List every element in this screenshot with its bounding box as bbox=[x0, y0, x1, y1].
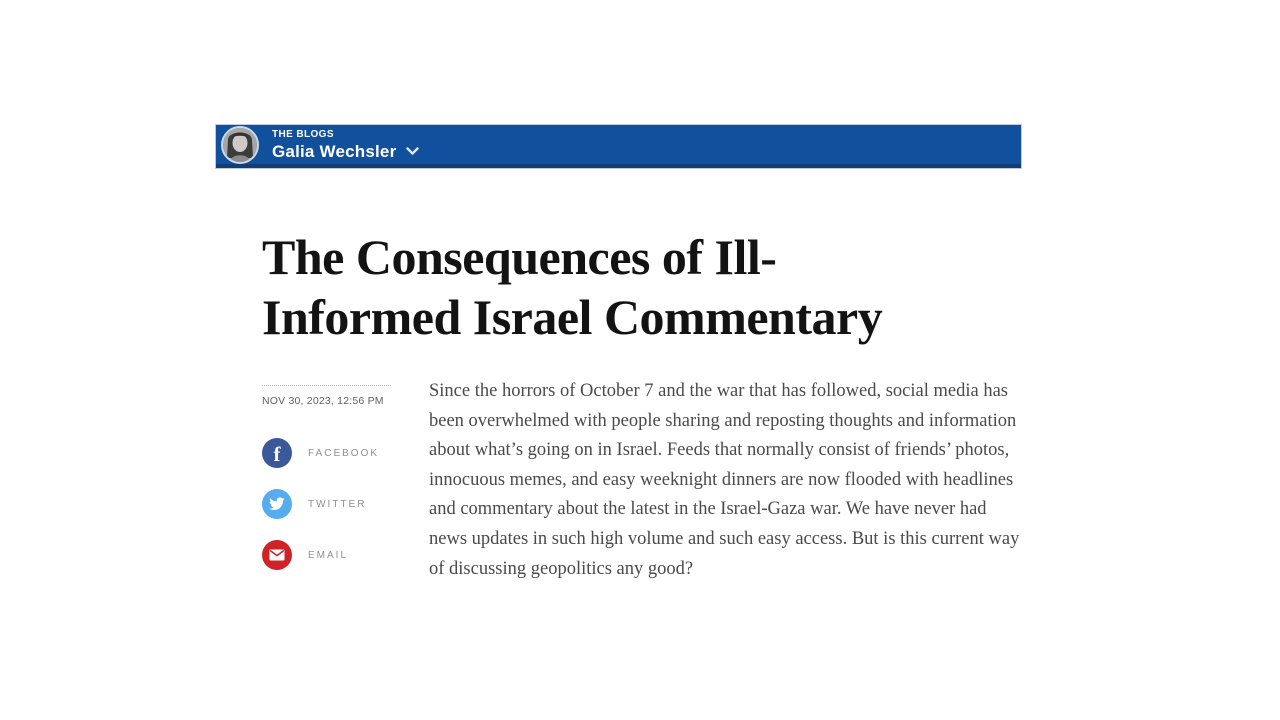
share-twitter-label: TWITTER bbox=[308, 498, 367, 510]
avatar-photo bbox=[223, 127, 257, 162]
dotted-divider bbox=[262, 385, 391, 386]
author-header-bar: THE BLOGS Galia Wechsler bbox=[216, 125, 1021, 168]
article-page: THE BLOGS Galia Wechsler The Consequence… bbox=[216, 125, 1021, 591]
share-facebook-label: FACEBOOK bbox=[308, 447, 380, 459]
facebook-icon: f bbox=[262, 438, 292, 468]
email-icon bbox=[262, 540, 292, 570]
share-buttons: f FACEBOOK TWITTER bbox=[262, 438, 391, 570]
author-header-text: THE BLOGS Galia Wechsler bbox=[272, 128, 420, 161]
twitter-icon bbox=[262, 489, 292, 519]
publish-timestamp: NOV 30, 2023, 12:56 PM bbox=[262, 395, 384, 407]
share-facebook-button[interactable]: f FACEBOOK bbox=[262, 438, 391, 468]
blogs-kicker: THE BLOGS bbox=[272, 128, 334, 140]
chevron-down-icon bbox=[406, 146, 420, 156]
article-title: The Consequences of Ill-Informed Israel … bbox=[262, 229, 883, 345]
share-twitter-button[interactable]: TWITTER bbox=[262, 489, 391, 519]
share-email-label: EMAIL bbox=[308, 549, 349, 561]
share-rail: NOV 30, 2023, 12:56 PM f FACEBOOK TWITTE… bbox=[262, 385, 391, 591]
share-email-button[interactable]: EMAIL bbox=[262, 540, 391, 570]
author-avatar[interactable] bbox=[221, 125, 259, 164]
article-paragraph: Since the horrors of October 7 and the w… bbox=[429, 381, 1020, 579]
article-body-row: NOV 30, 2023, 12:56 PM f FACEBOOK TWITTE… bbox=[262, 381, 1021, 591]
author-menu[interactable]: Galia Wechsler bbox=[272, 141, 420, 161]
author-name: Galia Wechsler bbox=[272, 141, 397, 161]
